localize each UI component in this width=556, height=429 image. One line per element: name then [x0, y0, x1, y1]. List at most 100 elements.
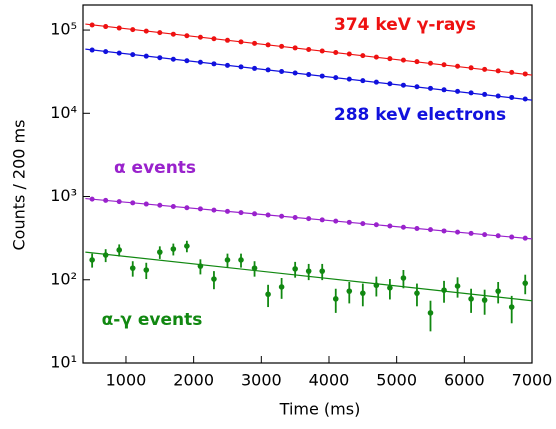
data-point	[116, 50, 122, 56]
data-point	[508, 304, 515, 310]
data-point	[103, 197, 109, 203]
data-point	[332, 296, 339, 302]
data-point	[238, 210, 244, 216]
x-tick-label: 6000	[444, 371, 485, 390]
data-point	[414, 84, 420, 90]
data-point	[468, 296, 474, 302]
data-point	[184, 243, 190, 249]
x-axis-label: Time (ms)	[279, 400, 361, 419]
data-point	[252, 40, 258, 46]
data-point	[482, 232, 488, 238]
data-point	[170, 246, 177, 252]
data-point	[495, 93, 501, 99]
plot-frame	[82, 4, 533, 364]
data-point	[170, 56, 176, 62]
data-point	[224, 62, 230, 68]
data-point	[279, 213, 285, 219]
x-tick-label: 3000	[241, 371, 282, 390]
data-point	[319, 48, 325, 54]
data-point	[333, 50, 339, 56]
data-point	[292, 70, 298, 76]
data-point	[495, 68, 501, 74]
data-point	[224, 257, 231, 263]
data-point	[89, 257, 95, 263]
data-point	[333, 75, 339, 81]
series-label: α events	[114, 158, 196, 178]
data-point	[346, 76, 352, 82]
series-label: 288 keV electrons	[334, 105, 506, 125]
data-point	[306, 216, 312, 222]
data-point	[305, 268, 312, 274]
data-point	[279, 68, 285, 74]
data-point	[251, 265, 258, 271]
data-point	[265, 67, 271, 73]
data-point	[197, 206, 203, 212]
data-point	[427, 310, 434, 316]
data-point	[495, 288, 501, 294]
data-point	[130, 27, 136, 33]
data-point	[522, 96, 528, 102]
data-point	[360, 78, 366, 84]
data-point	[238, 39, 244, 45]
data-point	[400, 82, 406, 88]
data-point	[170, 31, 176, 37]
data-point	[292, 45, 298, 51]
data-point	[89, 47, 95, 53]
data-point	[427, 227, 433, 233]
data-point	[400, 224, 406, 230]
data-point	[509, 94, 515, 100]
data-point	[292, 214, 298, 220]
y-tick-label: 10⁵	[50, 20, 77, 39]
data-point	[414, 225, 420, 231]
data-point	[441, 228, 447, 234]
data-point	[360, 53, 366, 59]
data-point	[306, 46, 312, 52]
data-point	[522, 235, 528, 241]
data-point	[197, 34, 203, 40]
x-tick-label: 4000	[309, 371, 350, 390]
data-point	[427, 60, 433, 66]
data-point	[116, 199, 122, 205]
data-point	[455, 63, 461, 69]
data-point	[373, 54, 379, 60]
data-point	[184, 33, 190, 39]
data-point	[373, 222, 379, 228]
data-point	[482, 66, 488, 72]
data-point	[400, 275, 407, 281]
x-tick-label: 7000	[512, 371, 553, 390]
data-point	[89, 22, 95, 28]
data-point	[197, 263, 204, 269]
data-point	[197, 59, 203, 65]
data-point	[292, 266, 298, 272]
data-point	[522, 71, 528, 77]
data-point	[373, 79, 379, 85]
data-point	[211, 276, 217, 282]
data-point	[211, 36, 217, 42]
data-point	[455, 88, 461, 94]
data-point	[89, 196, 95, 202]
data-point	[130, 52, 136, 58]
data-point	[387, 223, 393, 229]
data-point	[495, 233, 501, 239]
data-point	[387, 285, 393, 291]
data-point	[319, 217, 325, 223]
data-point	[441, 287, 447, 293]
data-point	[454, 283, 461, 289]
data-point	[252, 211, 258, 217]
data-point	[143, 201, 149, 207]
y-tick-label: 10²	[50, 269, 77, 288]
data-point	[360, 290, 366, 296]
data-point	[455, 229, 461, 235]
data-point	[265, 42, 271, 48]
x-tick-label: 1000	[106, 371, 147, 390]
data-point	[211, 61, 217, 67]
data-point	[170, 203, 176, 209]
data-point	[468, 90, 474, 96]
data-point	[129, 265, 136, 271]
data-point	[184, 58, 190, 64]
data-point	[373, 282, 380, 289]
data-point	[400, 57, 406, 63]
data-point	[509, 234, 515, 240]
data-point	[211, 207, 217, 213]
data-point	[522, 280, 529, 286]
